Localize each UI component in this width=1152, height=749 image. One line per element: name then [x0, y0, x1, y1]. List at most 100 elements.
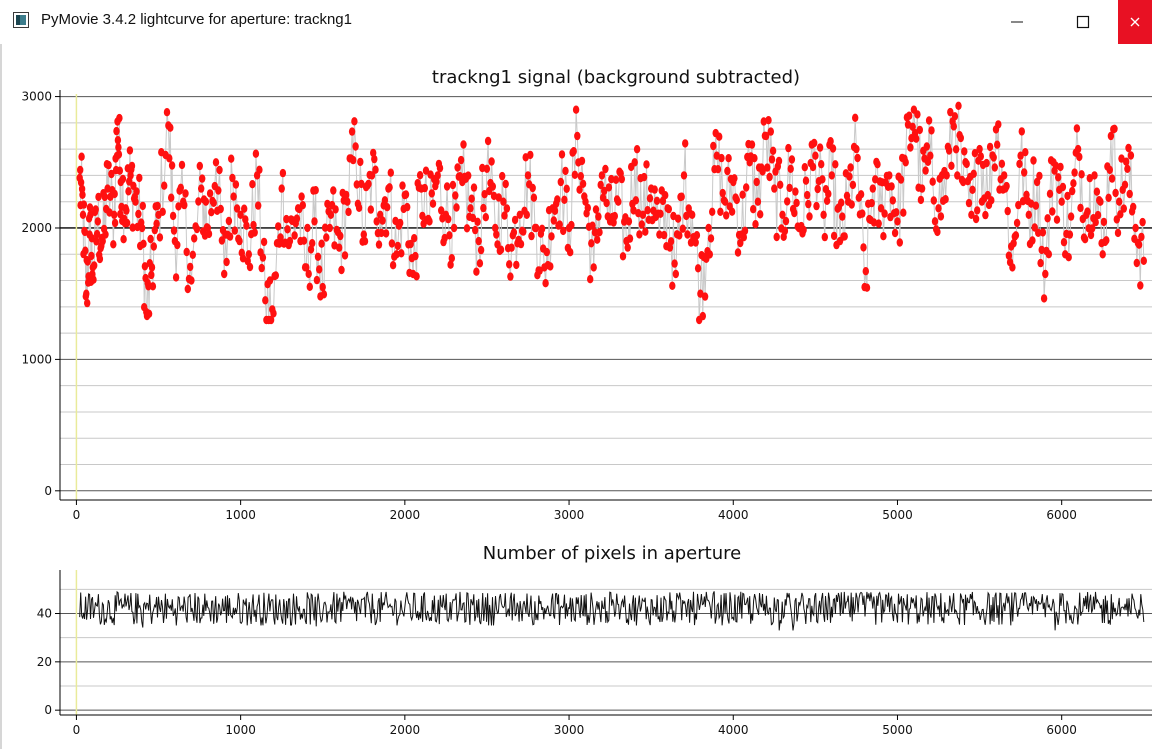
signal-point: [751, 154, 758, 163]
signal-point: [413, 272, 420, 281]
signal-point: [849, 180, 857, 190]
signal-point: [166, 154, 173, 163]
signal-point: [852, 113, 859, 122]
pixels-trace: [79, 590, 1145, 631]
signal-point: [497, 245, 505, 254]
signal-point: [554, 195, 561, 204]
title-bar: PyMovie 3.4.2 lightcurve for aperture: t…: [0, 0, 1152, 44]
signal-point: [1012, 231, 1020, 240]
signal-point: [483, 164, 491, 173]
minimize-button[interactable]: [994, 0, 1040, 44]
signal-point: [351, 117, 358, 126]
signal-point: [998, 159, 1006, 168]
signal-point: [502, 179, 509, 189]
signal-point: [1108, 174, 1116, 183]
signal-point: [809, 162, 817, 172]
close-button[interactable]: [1118, 0, 1152, 44]
signal-point: [245, 250, 252, 259]
signal-point: [827, 137, 834, 146]
x-tick-label: 6000: [1046, 723, 1077, 737]
signal-point: [1121, 180, 1129, 189]
maximize-button[interactable]: [1060, 0, 1106, 44]
signal-point: [258, 263, 265, 273]
signal-point: [863, 283, 871, 292]
signal-point: [454, 163, 461, 172]
signal-point: [195, 197, 202, 206]
x-tick-label: 2000: [390, 723, 421, 737]
signal-point: [665, 204, 672, 214]
signal-point: [77, 165, 84, 175]
signal-point: [651, 185, 658, 194]
signal-point: [345, 207, 352, 217]
signal-point: [1065, 253, 1072, 262]
signal-point: [250, 220, 257, 230]
signal-point: [284, 225, 291, 234]
window-title: PyMovie 3.4.2 lightcurve for aperture: t…: [41, 11, 352, 28]
signal-point: [874, 160, 881, 169]
signal-point: [517, 239, 525, 249]
signal-point: [1076, 152, 1083, 162]
signal-point: [963, 159, 970, 169]
maximize-icon: [1076, 15, 1090, 29]
signal-point: [814, 184, 821, 194]
signal-point: [189, 250, 196, 259]
signal-point: [275, 222, 282, 231]
signal-point: [434, 171, 441, 180]
signal-point: [202, 197, 210, 206]
signal-point: [857, 190, 865, 199]
signal-point: [968, 210, 975, 219]
signal-point: [341, 251, 349, 260]
signal-point: [1092, 218, 1099, 227]
signal-point: [449, 180, 457, 190]
signal-point: [1074, 144, 1082, 154]
signal-point: [1139, 217, 1146, 227]
pixels-plot[interactable]: 0 20 40 0 1000 2000 3000 4000 5000 6000: [0, 565, 1152, 749]
signal-point: [1037, 258, 1044, 268]
signal-point: [1097, 197, 1104, 206]
signal-point: [1032, 201, 1040, 210]
signal-point: [556, 220, 563, 229]
signal-point: [96, 254, 104, 264]
signal-point: [402, 190, 410, 199]
signal-point: [977, 152, 984, 161]
signal-point: [916, 125, 923, 135]
signal-plot[interactable]: 0 1000 2000 3000 0 1000 2000 3000 4000 5000 6000: [0, 90, 1152, 530]
signal-point: [493, 230, 500, 239]
signal-point: [314, 252, 322, 261]
x-tick-label: 0: [73, 723, 81, 737]
signal-point: [862, 267, 869, 276]
signal-point: [110, 240, 117, 249]
signal-point: [1044, 214, 1051, 223]
minimize-icon: [1011, 21, 1023, 23]
signal-point: [551, 206, 559, 215]
signal-point: [611, 211, 618, 221]
signal-point: [141, 262, 149, 271]
signal-point: [361, 237, 369, 246]
signal-point: [1091, 171, 1098, 180]
signal-point: [1087, 230, 1095, 240]
signal-point: [241, 204, 248, 213]
signal-point: [995, 120, 1002, 129]
signal-point: [991, 163, 998, 172]
signal-point: [457, 155, 465, 165]
signal-point: [666, 243, 674, 252]
signal-point: [236, 236, 243, 246]
signal-point: [728, 207, 736, 216]
signal-point: [1127, 151, 1135, 160]
signal-point: [1094, 210, 1102, 220]
signal-point: [149, 282, 157, 291]
signal-point: [311, 217, 318, 226]
signal-point: [198, 184, 205, 193]
signal-point: [1117, 210, 1124, 219]
signal-points: [76, 101, 1148, 325]
y-tick-label: 0: [44, 703, 52, 717]
signal-point: [447, 260, 454, 269]
signal-point: [212, 158, 220, 167]
signal-plot-title: trackng1 signal (background subtracted): [431, 67, 801, 88]
signal-point: [643, 160, 650, 169]
signal-point: [561, 195, 568, 204]
signal-point: [183, 247, 190, 257]
signal-point: [78, 152, 85, 161]
signal-point: [597, 180, 604, 190]
signal-point: [682, 139, 689, 148]
